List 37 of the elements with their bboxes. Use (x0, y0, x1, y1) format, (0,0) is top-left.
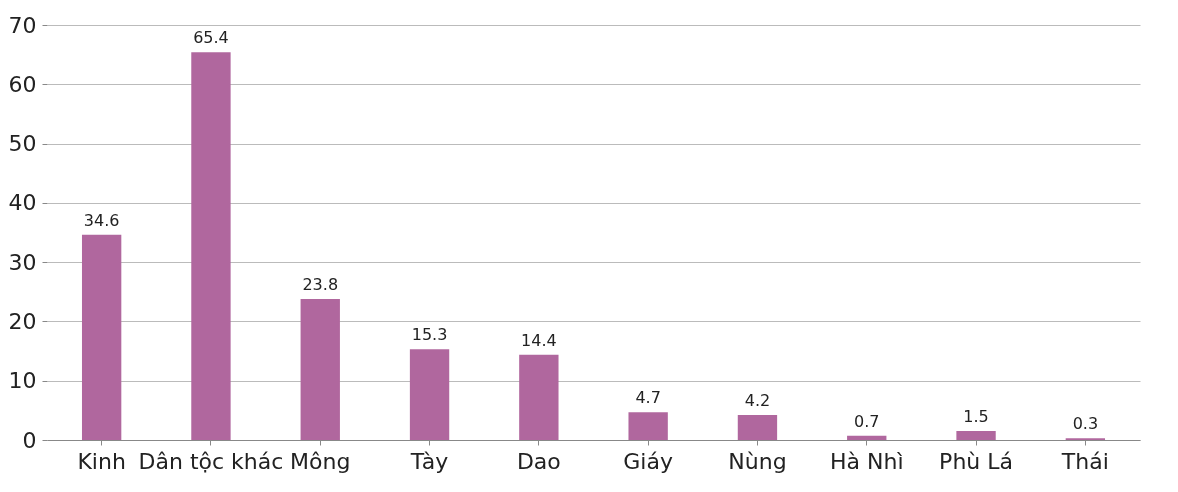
y-tick-label: 70 (8, 12, 37, 38)
x-tick-label: Nùng (728, 448, 787, 474)
data-label: 0.3 (1072, 414, 1099, 434)
x-tick-label: Tày (409, 448, 449, 474)
bar (519, 354, 559, 440)
x-tick-label: Dân tộc khác (138, 448, 284, 474)
x-tick-label: Phù Lá (939, 448, 1013, 474)
bar (737, 415, 778, 440)
y-tick-label: 60 (8, 71, 37, 97)
data-label: 4.2 (744, 391, 771, 411)
bar (191, 52, 231, 440)
y-tick-label: 50 (8, 131, 37, 157)
data-label: 4.7 (635, 388, 661, 408)
bar (847, 435, 887, 440)
y-tick-label: 0 (22, 427, 37, 453)
y-tick-label: 40 (8, 190, 37, 216)
bar (956, 431, 996, 440)
x-tick-label: Mông (290, 448, 351, 474)
data-label: 1.5 (963, 407, 989, 427)
y-tick-label: 30 (8, 249, 37, 275)
y-tick-label: 20 (8, 308, 37, 334)
x-tick-label: Hà Nhì (829, 448, 904, 474)
bar (300, 298, 340, 440)
data-label: 34.6 (83, 210, 120, 230)
y-tick-label: 10 (8, 368, 37, 394)
x-tick-label: Thái (1060, 448, 1109, 474)
bar (628, 412, 668, 440)
bar (409, 349, 450, 440)
data-label: 23.8 (302, 274, 339, 294)
data-label: 14.4 (521, 330, 557, 350)
data-label: 0.7 (854, 411, 880, 431)
x-tick-label: Dao (516, 448, 561, 474)
bar (81, 234, 122, 440)
data-label: 65.4 (193, 28, 229, 48)
x-tick-label: Giáy (623, 448, 673, 474)
data-label: 15.3 (411, 325, 448, 345)
x-tick-label: Kinh (77, 448, 126, 474)
